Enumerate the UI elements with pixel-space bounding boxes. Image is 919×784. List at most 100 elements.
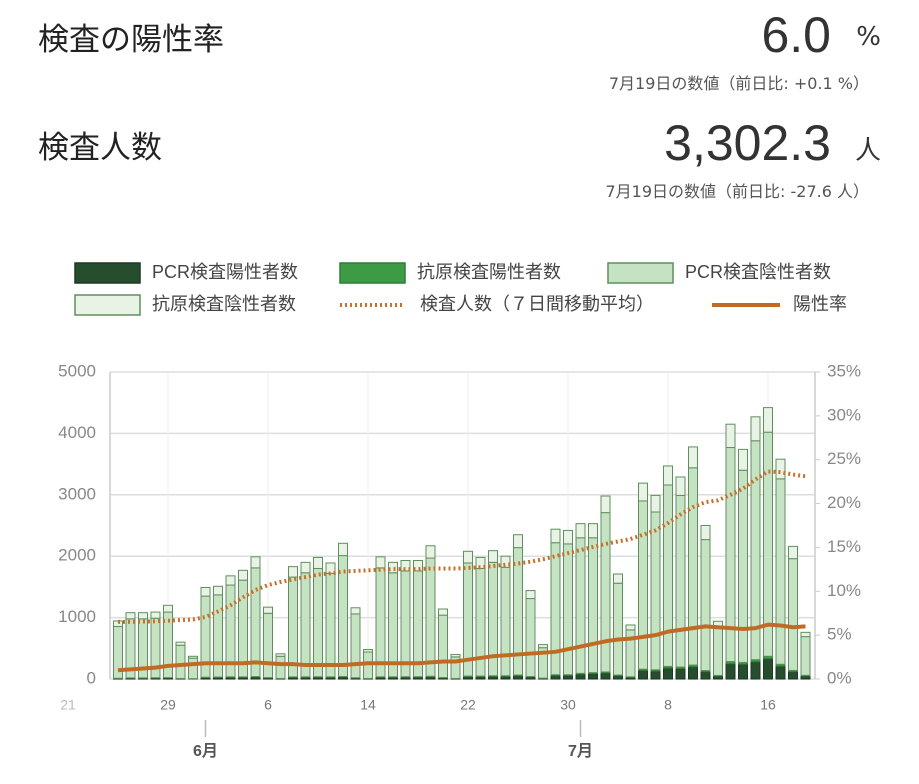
x-tick-label: 14 bbox=[360, 697, 376, 713]
bar-segment bbox=[138, 612, 148, 620]
bar-segment bbox=[663, 667, 673, 680]
bar-segment bbox=[438, 614, 448, 679]
bar-segment bbox=[750, 416, 761, 442]
y-tick-label: 3000 bbox=[58, 484, 96, 503]
stat-value: 3,302.3 bbox=[664, 115, 831, 171]
legend-label: 抗原検査陽性者数 bbox=[417, 262, 561, 282]
stat-unit: 人 bbox=[854, 136, 881, 166]
bar-segment bbox=[275, 653, 286, 657]
bar-segment bbox=[688, 666, 698, 680]
bar-segment bbox=[350, 613, 361, 679]
y2-tick-label: 25% bbox=[827, 449, 861, 468]
x-tick-label: 16 bbox=[760, 697, 776, 713]
y2-tick-label: 15% bbox=[827, 537, 861, 556]
bar-segment bbox=[400, 559, 411, 572]
y2-tick-label: 10% bbox=[827, 581, 861, 600]
bar-segment bbox=[338, 542, 348, 557]
bar-segment bbox=[800, 631, 811, 638]
bar-segment bbox=[525, 590, 536, 600]
bar-segment bbox=[488, 550, 498, 563]
stat-title: 検査の陽性率 bbox=[38, 22, 224, 58]
bar-segment bbox=[788, 671, 798, 680]
bar-segment bbox=[700, 671, 711, 680]
bar-segment bbox=[263, 606, 273, 614]
bar-segment bbox=[600, 495, 611, 514]
bar-segment bbox=[550, 542, 561, 676]
bar-segment bbox=[463, 550, 473, 564]
bar-segment bbox=[675, 668, 686, 680]
bar-segment bbox=[700, 539, 711, 672]
x-tick-label: 29 bbox=[160, 697, 176, 713]
bar-segment bbox=[675, 476, 686, 496]
bar-segment bbox=[425, 557, 436, 677]
legend-label: PCR検査陽性者数 bbox=[152, 262, 298, 282]
x-tick-label: 22 bbox=[460, 697, 476, 713]
bar-segment bbox=[575, 537, 586, 674]
bar-segment bbox=[600, 672, 611, 680]
bar-segment bbox=[175, 641, 186, 646]
bar-segment bbox=[575, 523, 586, 539]
x-tick-label: 8 bbox=[664, 697, 672, 713]
y2-tick-label: 5% bbox=[827, 625, 852, 644]
bar-segment bbox=[663, 465, 673, 486]
bar-segment bbox=[488, 561, 498, 677]
bar-segment bbox=[125, 612, 136, 620]
bar-segment bbox=[725, 663, 736, 680]
y2-tick-label: 35% bbox=[827, 361, 861, 380]
stat-value: 6.0 bbox=[761, 7, 831, 63]
legend-label: 抗原検査陰性者数 bbox=[152, 294, 296, 314]
bar-segment bbox=[300, 561, 311, 574]
bar-segment bbox=[413, 559, 423, 572]
bar-segment bbox=[238, 569, 248, 581]
bar-segment bbox=[675, 494, 686, 668]
stat-note: 7月19日の数値（前日比: +0.1 %） bbox=[608, 74, 869, 93]
bar-segment bbox=[763, 658, 773, 680]
bar-segment bbox=[713, 626, 723, 676]
bar-segment bbox=[625, 624, 636, 631]
bar-segment bbox=[788, 545, 798, 560]
bar-segment bbox=[638, 482, 648, 502]
bar-segment bbox=[313, 567, 323, 678]
x-tick-label: 21 bbox=[60, 697, 76, 713]
bar-segment bbox=[738, 663, 748, 680]
y-tick-label: 5000 bbox=[58, 361, 96, 380]
bar-segment bbox=[313, 556, 323, 569]
bar-segment bbox=[763, 407, 773, 433]
bar-segment bbox=[588, 672, 598, 680]
bar-segment bbox=[563, 529, 573, 545]
bar-segment bbox=[300, 572, 311, 678]
x-tick-label: 6 bbox=[264, 697, 272, 713]
bar-segment bbox=[550, 674, 561, 680]
stat-note: 7月19日の数値（前日比: -27.6 人） bbox=[605, 182, 869, 201]
bar-segment bbox=[550, 528, 561, 544]
bar-segment bbox=[750, 661, 761, 680]
bar-segment bbox=[450, 653, 461, 658]
y2-tick-label: 20% bbox=[827, 493, 861, 512]
bar-segment bbox=[288, 576, 298, 678]
bar-segment bbox=[525, 598, 536, 677]
bar-segment bbox=[725, 423, 736, 449]
line-series bbox=[117, 622, 806, 673]
y-tick-label: 0 bbox=[87, 668, 96, 687]
bar-segment bbox=[513, 675, 523, 680]
bar-segment bbox=[588, 523, 598, 539]
bar-segment bbox=[375, 567, 386, 678]
bar-segment bbox=[188, 655, 198, 659]
bar-segment bbox=[250, 556, 261, 569]
bar-segment bbox=[663, 484, 673, 667]
bar-segment bbox=[775, 665, 786, 680]
bar-segment bbox=[413, 570, 423, 678]
month-label: 6月 bbox=[193, 742, 218, 760]
bar-segment bbox=[225, 575, 236, 586]
bar-segment bbox=[775, 478, 786, 665]
bar-segment bbox=[263, 612, 273, 679]
stat-unit: % bbox=[856, 22, 881, 52]
bar-segment bbox=[650, 511, 661, 671]
legend-swatch bbox=[74, 294, 141, 316]
bar-segment bbox=[613, 573, 623, 584]
bar-segment bbox=[213, 585, 223, 596]
legend-label: 陽性率 bbox=[793, 294, 847, 314]
bar-segment bbox=[563, 674, 573, 680]
bar-segment bbox=[613, 675, 623, 680]
